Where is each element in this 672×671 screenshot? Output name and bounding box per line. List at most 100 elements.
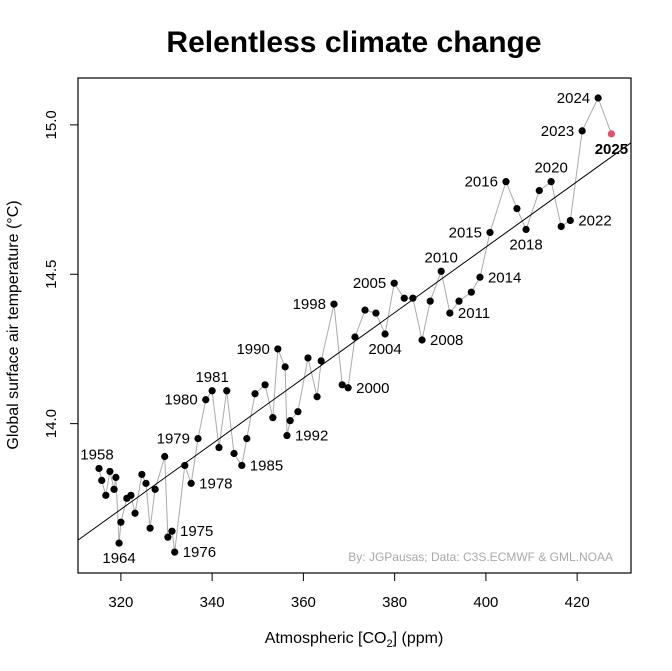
x-tick-label-340: 340 [200, 594, 225, 611]
x-axis-title-subscript: 2 [387, 638, 393, 650]
data-point-2024 [594, 94, 602, 102]
data-point-1972 [151, 485, 159, 493]
data-point-2003 [372, 309, 380, 317]
data-point-2025 [607, 130, 615, 138]
data-point-1998 [330, 300, 338, 308]
data-point-1990 [274, 345, 282, 353]
year-label-1990: 1990 [236, 341, 269, 358]
y-tick-label-14.5: 14.5 [43, 260, 60, 289]
data-point-1997 [317, 357, 325, 365]
year-label-2014: 2014 [488, 269, 521, 286]
data-point-2005 [390, 279, 398, 287]
data-point-1979 [194, 434, 202, 443]
trend-line [77, 142, 632, 541]
data-point-1981 [208, 387, 216, 395]
year-label-2010: 2010 [425, 249, 458, 266]
data-point-1960 [102, 491, 110, 499]
year-label-1976: 1976 [183, 544, 216, 561]
y-tick-label-15.0: 15.0 [43, 110, 60, 139]
data-point-2019 [535, 187, 543, 195]
x-tick-label-400: 400 [473, 594, 498, 611]
data-point-2007 [409, 294, 417, 302]
data-point-1982 [215, 443, 223, 452]
y-axis-title: Global surface air temperature (°C) [5, 200, 22, 449]
data-point-1993 [286, 417, 294, 425]
data-point-2023 [578, 127, 586, 135]
data-point-2015 [486, 228, 494, 237]
data-point-2004 [381, 330, 389, 338]
x-tick-label-380: 380 [382, 594, 407, 611]
data-point-1965 [117, 518, 125, 526]
data-point-1975 [168, 527, 176, 535]
data-point-1971 [146, 524, 154, 532]
data-point-1967 [127, 491, 135, 499]
data-point-1988 [261, 381, 269, 389]
year-label-2005: 2005 [353, 275, 386, 292]
data-point-1999 [338, 381, 346, 389]
year-label-2020: 2020 [534, 160, 567, 177]
data-point-1958 [95, 464, 103, 473]
data-point-1983 [223, 387, 231, 395]
year-label-1992: 1992 [295, 428, 328, 445]
year-label-1964: 1964 [102, 550, 135, 567]
year-label-2016: 2016 [465, 174, 498, 191]
x-tick-label-320: 320 [108, 594, 133, 611]
year-label-1975: 1975 [180, 523, 213, 540]
year-label-2018: 2018 [509, 236, 542, 253]
data-point-2006 [400, 294, 408, 302]
x-axis-title: Atmospheric [CO2] (ppm) [265, 630, 444, 650]
year-label-1978: 1978 [199, 475, 232, 492]
y-tick-label-14.0: 14.0 [43, 409, 60, 438]
data-point-2002 [361, 306, 369, 314]
data-point-2011 [446, 309, 454, 317]
data-point-1991 [281, 363, 289, 371]
y-axis: 14.0 14.5 15.0 [43, 110, 78, 438]
year-label-1985: 1985 [250, 457, 283, 474]
data-point-1969 [138, 470, 146, 479]
data-point-1992 [283, 431, 291, 440]
year-label-2024: 2024 [557, 90, 590, 107]
x-axis: 320 340 360 380 400 420 [108, 573, 590, 611]
data-point-1995 [304, 354, 312, 362]
data-point-2014 [476, 273, 484, 281]
year-label-1958: 1958 [80, 446, 113, 463]
data-point-1996 [313, 393, 321, 401]
data-point-1974 [164, 533, 172, 541]
data-point-1973 [161, 452, 169, 461]
plot-marks: 1958 1964 1975 1976 1978 1979 1980 1981 1985 1990… [77, 90, 632, 567]
data-point-1976 [171, 548, 179, 556]
year-label-2000: 2000 [356, 380, 389, 397]
data-point-2013 [467, 288, 475, 296]
year-label-2008: 2008 [430, 332, 463, 349]
data-point-2021 [557, 222, 565, 231]
data-point-1959 [98, 476, 106, 484]
year-label-1998: 1998 [293, 296, 326, 313]
data-point-1980 [202, 396, 210, 404]
data-point-1986 [243, 434, 251, 443]
data-point-2016 [502, 178, 510, 186]
data-point-1963 [112, 473, 120, 482]
credit-note: By: JGPausas; Data: C3S.ECMWF & GML.NOAA [348, 550, 613, 564]
data-point-2000 [344, 384, 352, 392]
year-label-2023: 2023 [541, 123, 574, 140]
data-point-1989 [269, 414, 277, 422]
year-label-2015: 2015 [449, 224, 482, 241]
x-axis-title-suffix: ] (ppm) [393, 630, 444, 647]
x-tick-label-420: 420 [565, 594, 590, 611]
data-point-2010 [437, 267, 445, 275]
data-point-1987 [251, 390, 259, 398]
data-point-2022 [566, 216, 574, 225]
year-label-2004: 2004 [368, 341, 401, 358]
data-point-2012 [455, 297, 463, 305]
x-tick-label-360: 360 [291, 594, 316, 611]
data-point-2018 [522, 225, 530, 234]
data-point-1977 [181, 461, 189, 470]
data-point-1984 [230, 449, 238, 458]
plot-frame [77, 77, 632, 574]
data-point-1962 [110, 485, 118, 493]
data-point-1970 [142, 479, 150, 487]
data-point-1985 [238, 461, 246, 470]
year-label-1979: 1979 [157, 431, 190, 448]
chart-title: Relentless climate change [166, 26, 541, 59]
